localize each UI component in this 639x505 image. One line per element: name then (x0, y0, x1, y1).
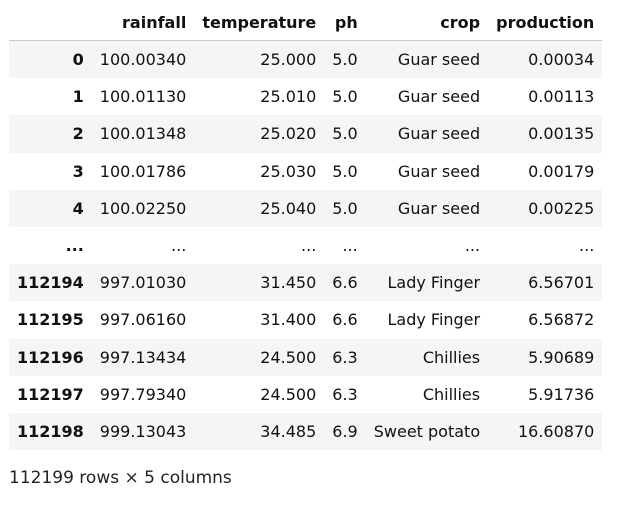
cell-rainfall: 999.13043 (99, 421, 187, 441)
table-row: 112196 997.13434 24.500 6.3 Chillies 5.9… (9, 338, 603, 376)
table-row: 3 100.01786 25.030 5.0 Guar seed 0.00179 (9, 152, 603, 190)
cell-crop: Guar seed (397, 50, 481, 70)
cell-crop: Sweet potato (373, 421, 481, 441)
cell-crop: Chillies (422, 347, 481, 367)
table-row: 4 100.02250 25.040 5.0 Guar seed 0.00225 (9, 189, 603, 227)
cell-crop: Guar seed (397, 161, 481, 181)
row-index: 4 (72, 198, 84, 218)
header-production: production (488, 4, 603, 41)
table-row: 112194 997.01030 31.450 6.6 Lady Finger … (9, 264, 603, 302)
table-row: 0 100.00340 25.000 5.0 Guar seed 0.00034 (9, 40, 603, 79)
table-row: 112197 997.79340 24.500 6.3 Chillies 5.9… (9, 375, 603, 413)
cell-rainfall: 997.01030 (99, 273, 187, 293)
cell-ph: 5.0 (332, 124, 358, 144)
ellipsis-row: ... ... ... ... ... ... (9, 226, 603, 265)
row-index: 0 (72, 50, 84, 70)
cell-ph: 5.0 (332, 87, 358, 107)
cell-production: 6.56872 (528, 310, 595, 330)
cell-temperature: 31.450 (260, 273, 317, 293)
table-header: rainfall temperature ph crop production (9, 4, 603, 41)
cell-crop: Guar seed (397, 124, 481, 144)
cell-rainfall: 997.13434 (99, 347, 187, 367)
header-ph: ph (324, 4, 366, 41)
cell-production: 0.00225 (528, 198, 595, 218)
cell-production: 5.90689 (528, 347, 595, 367)
cell-temperature: ... (301, 236, 317, 256)
cell-ph: 5.0 (332, 198, 358, 218)
table-row: 112195 997.06160 31.400 6.6 Lady Finger … (9, 301, 603, 339)
cell-production: 5.91736 (528, 384, 595, 404)
cell-crop: ... (464, 236, 481, 256)
cell-production: 0.00135 (528, 124, 595, 144)
cell-ph: 6.3 (332, 384, 358, 404)
cell-ph: ... (342, 236, 358, 256)
header-crop: crop (365, 4, 489, 41)
cell-ph: 6.3 (332, 347, 358, 367)
cell-ph: 5.0 (332, 161, 358, 181)
row-index: 112196 (17, 347, 84, 367)
row-index: 112194 (17, 273, 84, 293)
cell-temperature: 25.010 (260, 87, 317, 107)
header-rainfall: rainfall (91, 4, 195, 41)
cell-ph: 6.9 (332, 421, 358, 441)
cell-rainfall: 100.01130 (99, 87, 187, 107)
cell-rainfall: 997.79340 (99, 384, 187, 404)
table-row: 112198 999.13043 34.485 6.9 Sweet potato… (9, 412, 603, 451)
cell-temperature: 25.000 (260, 50, 317, 70)
row-index: 3 (72, 161, 84, 181)
row-index: 112195 (17, 310, 84, 330)
cell-temperature: 34.485 (260, 421, 317, 441)
row-index: ... (65, 236, 84, 256)
cell-production: 16.60870 (517, 421, 595, 441)
cell-production: 0.00034 (528, 50, 595, 70)
cell-rainfall: 997.06160 (99, 310, 187, 330)
cell-crop: Lady Finger (387, 273, 481, 293)
dataframe-output: rainfall temperature ph crop production … (9, 4, 603, 451)
cell-crop: Lady Finger (387, 310, 481, 330)
cell-production: 0.00113 (528, 87, 595, 107)
cell-production: ... (579, 236, 595, 256)
cell-ph: 6.6 (332, 273, 358, 293)
cell-crop: Chillies (422, 384, 481, 404)
header-row: rainfall temperature ph crop production (9, 4, 603, 41)
dataframe-shape-summary: 112199 rows × 5 columns (9, 468, 232, 488)
cell-temperature: 25.020 (260, 124, 317, 144)
cell-rainfall: 100.02250 (99, 198, 187, 218)
cell-crop: Guar seed (397, 198, 481, 218)
cell-ph: 5.0 (332, 50, 358, 70)
cell-production: 6.56701 (528, 273, 595, 293)
cell-rainfall: 100.01786 (99, 161, 187, 181)
cell-rainfall: 100.00340 (99, 50, 187, 70)
cell-ph: 6.6 (332, 310, 358, 330)
table-row: 2 100.01348 25.020 5.0 Guar seed 0.00135 (9, 115, 603, 153)
row-index: 112197 (17, 384, 84, 404)
cell-temperature: 31.400 (260, 310, 317, 330)
row-index: 112198 (17, 421, 84, 441)
cell-temperature: 24.500 (260, 347, 317, 367)
table-body: 0 100.00340 25.000 5.0 Guar seed 0.00034… (9, 40, 603, 451)
cell-rainfall: ... (171, 236, 187, 256)
row-index: 2 (72, 124, 84, 144)
cell-temperature: 25.040 (260, 198, 317, 218)
table-row: 1 100.01130 25.010 5.0 Guar seed 0.00113 (9, 78, 603, 116)
cell-temperature: 25.030 (260, 161, 317, 181)
row-index: 1 (72, 87, 84, 107)
cell-production: 0.00179 (528, 161, 595, 181)
header-temperature: temperature (194, 4, 325, 41)
cell-temperature: 24.500 (260, 384, 317, 404)
cell-crop: Guar seed (397, 87, 481, 107)
cell-rainfall: 100.01348 (99, 124, 187, 144)
header-index (9, 4, 92, 41)
dataframe-table: rainfall temperature ph crop production … (9, 4, 603, 451)
